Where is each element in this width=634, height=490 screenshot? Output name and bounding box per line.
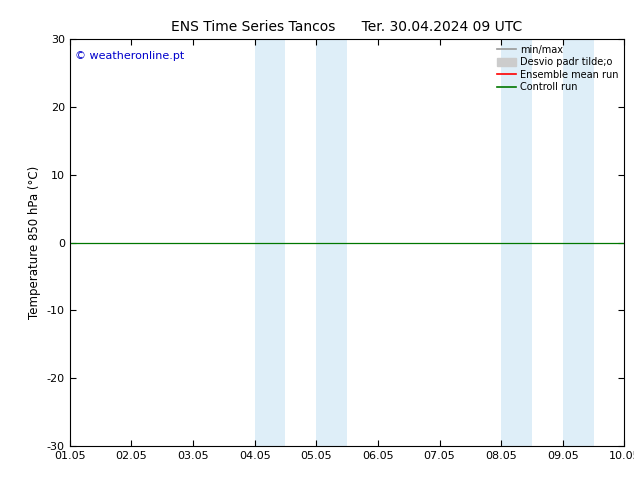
Bar [501, 39, 532, 446]
Y-axis label: Temperature 850 hPa (°C): Temperature 850 hPa (°C) [28, 166, 41, 319]
Bar [563, 39, 593, 446]
Legend: min/max, Desvio padr tilde;o, Ensemble mean run, Controll run: min/max, Desvio padr tilde;o, Ensemble m… [493, 41, 623, 96]
Text: © weatheronline.pt: © weatheronline.pt [75, 51, 184, 61]
Bar [255, 39, 285, 446]
Bar [316, 39, 347, 446]
Title: ENS Time Series Tancos      Ter. 30.04.2024 09 UTC: ENS Time Series Tancos Ter. 30.04.2024 0… [171, 20, 523, 34]
